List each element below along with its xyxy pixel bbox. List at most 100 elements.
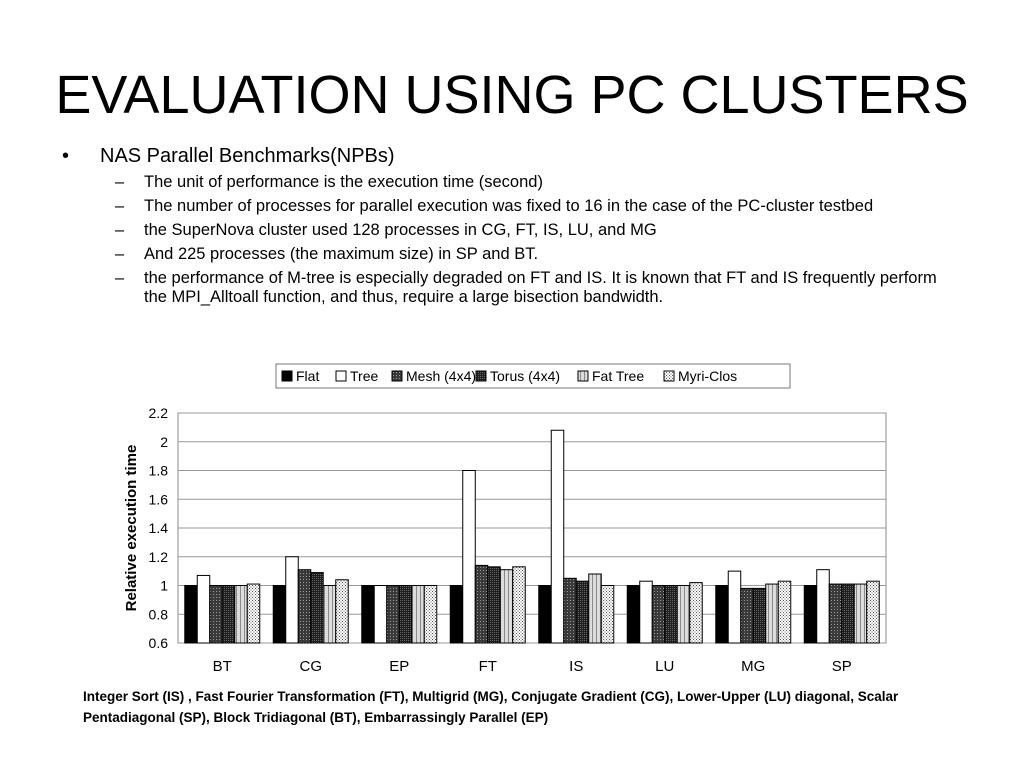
x-tick-label: SP xyxy=(832,658,852,675)
bar-ft-2 xyxy=(474,564,489,644)
bar-lu-1 xyxy=(639,580,653,644)
sub-bullet-marker: – xyxy=(115,269,125,287)
y-axis-ticks: 0.6 0.8 1 1.2 1.4 1.6 1.8 2 2.2 xyxy=(149,405,169,651)
sub-bullet-marker: – xyxy=(115,197,125,215)
y-tick-label: 0.6 xyxy=(149,635,169,651)
sub-bullet-text: the SuperNova cluster used 128 processes… xyxy=(144,221,657,239)
legend-swatch xyxy=(577,370,589,382)
sub-bullet-item: – The number of processes for parallel e… xyxy=(62,197,962,216)
x-tick-label: BT xyxy=(213,658,232,675)
y-tick-label: 2.2 xyxy=(149,405,169,421)
bar-cg-1 xyxy=(285,556,299,644)
chart-grid xyxy=(177,412,887,644)
bar-lu-0 xyxy=(626,585,641,644)
legend-label: Flat xyxy=(296,368,319,384)
y-tick-label: 1.8 xyxy=(149,463,169,479)
legend-label: Tree xyxy=(350,368,378,384)
bullet-item: • NAS Parallel Benchmarks(NPBs) xyxy=(62,143,962,169)
bar-ft-0 xyxy=(449,585,464,644)
bullet-marker: • xyxy=(62,145,70,167)
bar-bt-0 xyxy=(184,585,198,644)
x-axis-ticks: BT CG EP FT IS LU MG SP xyxy=(213,658,852,675)
bar-sp-1 xyxy=(816,569,830,644)
bar-cg-5 xyxy=(335,579,349,644)
sub-bullet-text: The unit of performance is the execution… xyxy=(144,173,543,191)
bar-mg-2 xyxy=(740,587,754,644)
bullet-text: NAS Parallel Benchmarks(NPBs) xyxy=(100,145,395,167)
bar-ep-3 xyxy=(398,585,413,644)
bar-cg-4 xyxy=(322,585,337,644)
bar-ft-4 xyxy=(499,569,514,644)
chart-bars xyxy=(184,429,880,644)
legend-swatch xyxy=(281,370,293,382)
sub-bullet-item: – the SuperNova cluster used 128 process… xyxy=(62,221,962,240)
chart-legend: Flat Tree Mesh (4x4) Torus (4x4) Fat Tree Myr… xyxy=(275,363,791,389)
bar-ft-5 xyxy=(512,566,526,644)
sub-bullet-item: – the performance of M-tree is especiall… xyxy=(62,269,962,307)
sub-bullet-item: – The unit of performance is the executi… xyxy=(62,173,962,192)
x-tick-label: LU xyxy=(655,658,674,675)
bar-sp-5 xyxy=(866,580,880,644)
bullet-list: • NAS Parallel Benchmarks(NPBs) – The un… xyxy=(62,143,962,312)
legend-swatch xyxy=(391,370,403,382)
bar-cg-2 xyxy=(297,569,312,644)
sub-bullet-text: the performance of M-tree is especially … xyxy=(144,269,937,306)
y-tick-label: 2 xyxy=(160,434,168,450)
bar-mg-0 xyxy=(715,585,729,644)
bar-ep-5 xyxy=(423,585,438,644)
bar-ft-1 xyxy=(462,470,476,644)
x-tick-label: IS xyxy=(569,658,583,675)
bar-lu-5 xyxy=(689,582,703,644)
slide-title: EVALUATION USING PC CLUSTERS xyxy=(55,65,969,125)
bar-ep-2 xyxy=(386,585,400,644)
legend-label: Torus (4x4) xyxy=(490,368,560,384)
legend-label: Myri-Clos xyxy=(678,368,737,384)
bar-sp-3 xyxy=(841,583,855,644)
bar-is-4 xyxy=(588,573,602,644)
bar-is-0 xyxy=(538,585,552,644)
sub-bullet-marker: – xyxy=(115,245,125,263)
y-tick-label: 1.2 xyxy=(149,549,169,565)
bar-mg-5 xyxy=(777,580,792,644)
bar-bt-5 xyxy=(246,583,261,644)
bar-bt-3 xyxy=(221,585,236,644)
bar-sp-2 xyxy=(828,583,843,644)
bar-cg-3 xyxy=(310,572,324,644)
legend-frame xyxy=(275,363,791,389)
plot-frame xyxy=(177,412,887,644)
bar-ep-1 xyxy=(373,585,388,644)
sub-bullet-marker: – xyxy=(115,173,125,191)
legend-swatch xyxy=(663,370,675,382)
bar-is-5 xyxy=(600,585,615,644)
bar-lu-4 xyxy=(676,585,691,644)
legend-swatch xyxy=(475,370,487,382)
x-tick-label: EP xyxy=(389,658,409,675)
bar-bt-4 xyxy=(234,585,248,644)
y-tick-label: 1 xyxy=(160,578,168,594)
bar-is-1 xyxy=(550,429,565,644)
bar-ep-4 xyxy=(411,585,425,644)
bar-lu-3 xyxy=(664,585,678,644)
bar-ft-3 xyxy=(487,566,501,644)
sub-bullet-text: And 225 processes (the maximum size) in … xyxy=(144,245,539,263)
bar-mg-4 xyxy=(765,583,779,644)
y-axis-label: Relative execution time xyxy=(123,445,140,612)
y-tick-label: 1.6 xyxy=(149,491,169,507)
legend-label: Fat Tree xyxy=(592,368,644,384)
bar-lu-2 xyxy=(651,585,666,644)
bar-mg-3 xyxy=(752,587,767,644)
bar-is-3 xyxy=(575,580,590,644)
bar-ep-0 xyxy=(361,585,375,644)
sub-bullet-text: The number of processes for parallel exe… xyxy=(144,197,874,215)
y-tick-label: 0.8 xyxy=(149,606,169,622)
bar-is-2 xyxy=(563,577,577,644)
x-tick-label: FT xyxy=(479,658,497,675)
bar-bt-1 xyxy=(196,574,211,644)
benchmark-footnote: Integer Sort (IS) , Fast Fourier Transfo… xyxy=(83,689,899,725)
bar-sp-0 xyxy=(803,585,818,644)
sub-bullet-item: – And 225 processes (the maximum size) i… xyxy=(62,245,962,264)
x-tick-label: CG xyxy=(300,658,323,675)
bar-bt-2 xyxy=(209,585,223,644)
bar-cg-0 xyxy=(272,585,287,644)
bar-sp-4 xyxy=(853,583,868,644)
